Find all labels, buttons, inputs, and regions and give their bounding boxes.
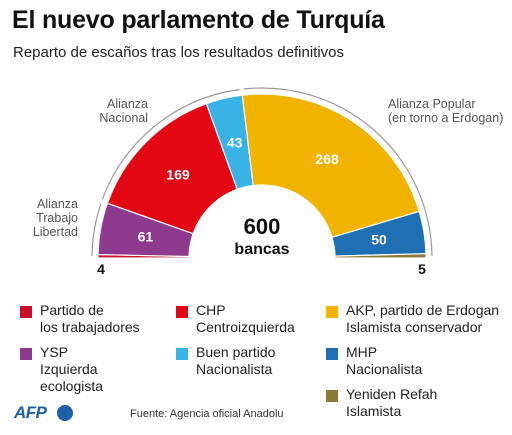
slice-label-chp-centroizquierda: 169: [166, 166, 190, 182]
alliance-bracket-3: [243, 87, 433, 256]
chart-subtitle: Reparto de escaños tras los resultados d…: [13, 44, 345, 61]
slice-label-akp-partido-de-erdogan-islamista-conservador: 268: [315, 151, 339, 167]
afp-logo-dot: [57, 405, 73, 421]
slice-label-buen-partido-nacionalista: 43: [227, 135, 243, 151]
slice-label-mhp-nacionalista: 50: [371, 231, 387, 247]
alliance-label-2: Alianza Nacional: [99, 97, 148, 125]
slice-label-ysp-izquierda-ecologista: 61: [138, 229, 154, 245]
alliance-bracket-1: [91, 202, 102, 256]
total-seats-value: 600: [244, 214, 281, 239]
slice-akp-partido-de-erdogan-islamista-conservador: [241, 93, 420, 239]
slice-yeniden-refah-islamista: [334, 253, 427, 259]
slice-label-yeniden-refah-islamista: 5: [418, 261, 426, 277]
alliance-label-3: Alianza Popular (en torno a Erdogan): [388, 97, 503, 125]
slice-label-partido-de-los-trabajadores: 4: [97, 261, 105, 277]
alliance-brackets: Alianza Trabajo Libertad Alianza Nacional Ali…: [33, 87, 503, 256]
source-note: Fuente: Agencia oficial Anadolu: [130, 408, 284, 420]
chart-title: El nuevo parlamento de Turquía: [12, 6, 385, 34]
total-seats-label: bancas: [234, 241, 289, 258]
alliance-label-1: Alianza Trabajo Libertad: [33, 197, 78, 239]
chart-slices: [97, 93, 427, 259]
afp-logo: AFP: [14, 403, 47, 422]
alliance-bracket-2: [101, 88, 240, 200]
chart-slice-labels: 4 61 169 43 268 50 5: [97, 135, 426, 277]
